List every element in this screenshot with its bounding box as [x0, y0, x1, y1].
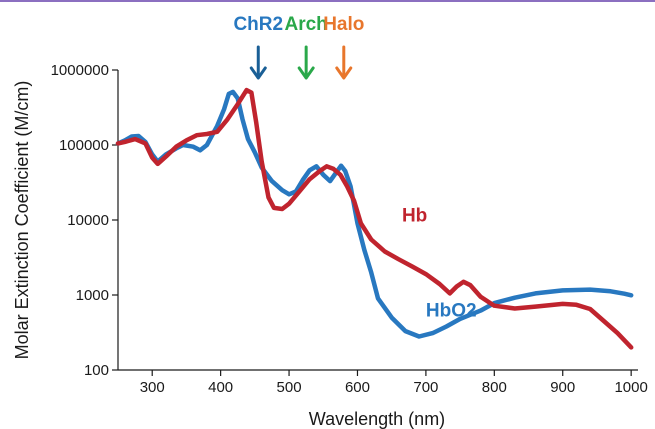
axes: 100 1000 10000 100000 1000000 300 400 500 600 700…	[51, 62, 648, 396]
series-line-hb	[118, 90, 631, 347]
y-tick-label: 1000000	[51, 62, 109, 79]
x-tick-label: 800	[482, 379, 507, 396]
series-label-hbo2: HbO2	[426, 300, 477, 321]
series-line-hbo2	[118, 92, 631, 337]
x-axis-title: Wavelength (nm)	[309, 409, 445, 429]
y-tick-label: 10000	[67, 212, 109, 229]
x-tick-label: 500	[277, 379, 302, 396]
annotations: ChR2ArchHalo	[233, 14, 364, 78]
down-arrow-icon	[299, 47, 313, 78]
y-tick-label: 1000	[76, 287, 109, 304]
x-tick-label: 1000	[614, 379, 647, 396]
y-axis-title: Molar Extinction Coefficient (M/cm)	[12, 81, 32, 360]
x-tick-label: 400	[208, 379, 233, 396]
y-tick-label: 100000	[59, 137, 109, 154]
down-arrow-icon	[337, 47, 351, 78]
x-tick-label: 700	[413, 379, 438, 396]
annotation-label-arch: Arch	[285, 14, 328, 35]
x-tick-label: 300	[140, 379, 165, 396]
x-tick-label: 900	[550, 379, 575, 396]
y-tick-label: 100	[84, 362, 109, 379]
annotation-label-halo: Halo	[323, 14, 364, 35]
series-label-hb: Hb	[402, 206, 427, 227]
x-tick-label: 600	[345, 379, 370, 396]
down-arrow-icon	[251, 47, 265, 78]
annotation-label-chr2: ChR2	[233, 14, 283, 35]
series-lines: HbO2 Hb	[118, 90, 631, 347]
